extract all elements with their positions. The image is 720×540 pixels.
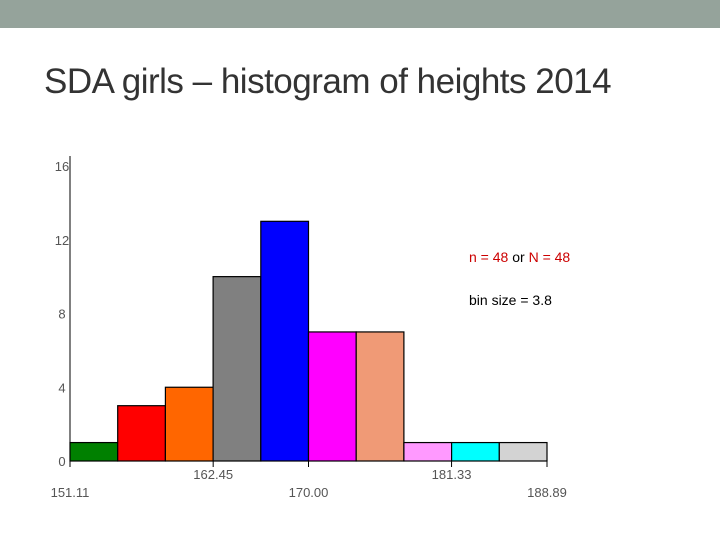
bar-7: [355, 331, 405, 462]
bar-4: [212, 276, 262, 462]
bar-8: [403, 441, 453, 462]
x-tick-label-1: 162.45: [193, 467, 233, 482]
bar-6: [307, 331, 357, 462]
y-tick-label-4: 16: [55, 159, 69, 174]
N-label: N = 48: [528, 249, 571, 265]
bin-size-annotation: bin size = 3.8: [469, 292, 552, 308]
slide-title: SDA girls – histogram of heights 2014: [44, 62, 612, 101]
or-label: or: [512, 249, 525, 265]
bar-10: [498, 441, 548, 462]
bar-9: [451, 441, 500, 462]
sample-size-annotation: n = 48 or N = 48: [469, 249, 570, 265]
y-tick-label-3: 12: [55, 233, 69, 248]
n-label: n = 48: [469, 249, 509, 265]
x-tick-label-2: 170.00: [289, 485, 329, 500]
x-tick-label-3: 181.33: [432, 467, 472, 482]
bar-1: [69, 441, 119, 462]
bar-5: [260, 220, 310, 462]
histogram-bars: [69, 220, 548, 462]
top-bar: [0, 0, 720, 28]
x-axis-ticks: 151.11 162.45 170.00 181.33 188.89: [51, 461, 567, 500]
y-tick-label-1: 4: [58, 380, 65, 395]
y-tick-label-2: 8: [58, 307, 65, 322]
y-tick-label-0: 0: [58, 454, 65, 469]
bar-3: [164, 386, 214, 462]
x-tick-label-4: 188.89: [527, 485, 567, 500]
y-axis-ticks: 0 4 8 12 16: [55, 159, 69, 469]
bar-2: [117, 405, 166, 462]
x-tick-label-0: 151.11: [51, 485, 90, 500]
